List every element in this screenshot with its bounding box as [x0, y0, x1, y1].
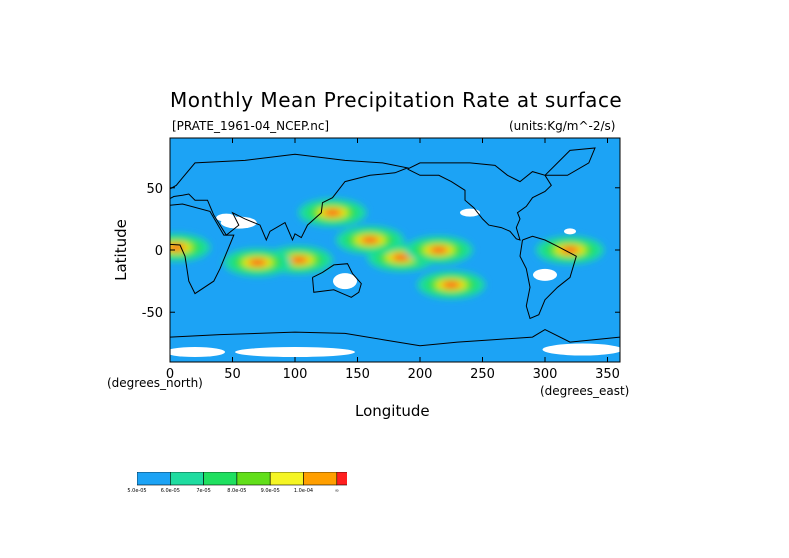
rain-band-1-level-6: [431, 247, 446, 253]
rain-band-2-level-6: [363, 237, 377, 243]
legend-label-0: 5.0e-05: [127, 488, 147, 494]
legend-swatch-6: [336, 472, 347, 486]
y-tick-label-1: 0: [155, 244, 163, 259]
rain-band-4-level-6: [291, 257, 306, 263]
legend-swatch-3: [236, 472, 271, 486]
legend-swatch-1: [169, 472, 204, 486]
x-unit-right-label: (degrees_east): [540, 384, 630, 398]
rain-band-8-level-6: [170, 244, 184, 251]
x-tick-label-6: 300: [533, 367, 558, 382]
x-tick-label-7: 350: [595, 367, 620, 382]
color-legend: [137, 472, 347, 486]
axis-ticks: 0 50 100 150 200 250 300 350 50 0 -50: [142, 138, 620, 382]
africa-coast: [170, 203, 235, 295]
x-tick-label-2: 100: [283, 367, 308, 382]
legend-swatch-2: [203, 472, 238, 486]
rain-band-0-level-6: [394, 254, 409, 261]
legend-label-6: ∞: [334, 488, 339, 494]
south-america-coast: [519, 235, 577, 320]
y-tick-label-2: -50: [142, 306, 163, 321]
units-label: (units:Kg/m^-2/s): [509, 119, 616, 133]
europe-asia-coast: [170, 153, 410, 242]
legend-label-2: 7e-05: [196, 488, 211, 494]
dry-patch-4: [460, 208, 480, 217]
source-file-label: [PRATE_1961-04_NCEP.nc]: [172, 119, 330, 133]
legend-label-1: 6.0e-05: [160, 488, 180, 494]
greenland-coast: [544, 147, 596, 176]
legend-swatch-5: [303, 472, 338, 486]
precipitation-field: [170, 198, 620, 358]
x-tick-label-5: 250: [470, 367, 495, 382]
x-tick-label-0: 0: [166, 367, 174, 382]
x-unit-left-label: (degrees_north): [107, 376, 203, 390]
x-tick-label-3: 150: [345, 367, 370, 382]
rain-band-6-level-6: [444, 282, 459, 288]
legend-label-3: 8.0e-05: [227, 488, 247, 494]
antarctica-coast: [170, 329, 620, 347]
legend-label-5: 1.0e-04: [293, 488, 314, 494]
legend-swatch-0: [137, 472, 171, 486]
rain-band-5-level-6: [250, 259, 265, 266]
dry-patch-6: [235, 347, 355, 358]
north-america-coast: [407, 162, 552, 241]
rain-band-3-level-6: [325, 210, 340, 216]
legend-swatch-4: [269, 472, 304, 486]
dry-patch-1: [216, 213, 237, 222]
x-tick-label-1: 50: [224, 367, 241, 382]
dry-patch-3: [333, 273, 357, 290]
x-axis-label: Longitude: [355, 402, 430, 420]
y-tick-label-0: 50: [146, 182, 163, 197]
dry-patch-8: [564, 228, 576, 235]
dry-patch-2: [533, 268, 557, 281]
dry-patch-5: [542, 343, 620, 356]
legend-label-4: 9.0e-05: [260, 488, 280, 494]
x-tick-label-4: 200: [408, 367, 433, 382]
coastlines: [170, 147, 620, 347]
australia-coast: [312, 263, 362, 298]
dry-patch-7: [170, 347, 225, 358]
map-title: Monthly Mean Precipitation Rate at surfa…: [170, 88, 623, 112]
